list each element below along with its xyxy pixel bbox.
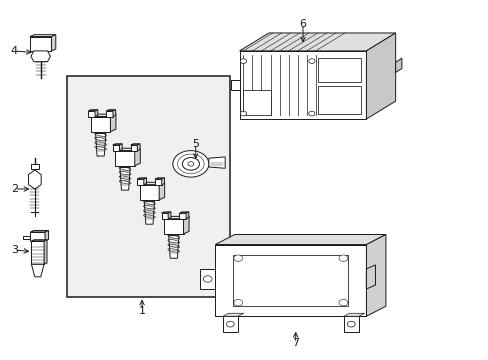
Polygon shape <box>137 144 140 150</box>
Text: 4: 4 <box>11 46 18 56</box>
Bar <box>66 76 229 297</box>
Polygon shape <box>91 117 110 132</box>
Polygon shape <box>223 316 238 332</box>
Polygon shape <box>88 111 95 117</box>
Polygon shape <box>88 110 98 111</box>
Text: 7: 7 <box>291 338 299 348</box>
Circle shape <box>233 255 242 261</box>
Polygon shape <box>366 234 385 316</box>
Polygon shape <box>243 90 271 115</box>
Polygon shape <box>120 167 130 190</box>
Polygon shape <box>113 145 119 150</box>
Polygon shape <box>115 150 135 166</box>
Polygon shape <box>137 179 143 185</box>
Polygon shape <box>223 313 244 316</box>
Polygon shape <box>44 240 47 264</box>
Polygon shape <box>168 236 179 258</box>
Polygon shape <box>215 244 366 316</box>
Circle shape <box>308 111 314 116</box>
Polygon shape <box>140 185 159 200</box>
Polygon shape <box>208 157 225 168</box>
Polygon shape <box>395 58 401 72</box>
Circle shape <box>203 276 212 282</box>
Polygon shape <box>110 114 116 132</box>
Polygon shape <box>318 86 361 114</box>
Polygon shape <box>31 51 50 62</box>
Polygon shape <box>183 216 189 234</box>
Polygon shape <box>318 58 361 82</box>
Polygon shape <box>161 213 168 219</box>
Polygon shape <box>155 178 164 179</box>
Bar <box>31 164 39 169</box>
Polygon shape <box>164 216 189 219</box>
Polygon shape <box>28 170 41 189</box>
Polygon shape <box>366 265 375 289</box>
Polygon shape <box>200 269 215 289</box>
Polygon shape <box>239 33 395 51</box>
Circle shape <box>226 321 234 327</box>
Circle shape <box>240 59 246 63</box>
Polygon shape <box>115 148 140 150</box>
Text: 3: 3 <box>11 245 18 255</box>
Polygon shape <box>161 212 171 213</box>
Circle shape <box>240 111 246 116</box>
Polygon shape <box>130 144 140 145</box>
Polygon shape <box>31 240 47 241</box>
Polygon shape <box>168 212 171 219</box>
Circle shape <box>233 300 242 306</box>
Polygon shape <box>179 213 186 219</box>
Polygon shape <box>106 110 116 111</box>
Circle shape <box>338 300 347 306</box>
Polygon shape <box>113 144 122 145</box>
Polygon shape <box>45 230 48 241</box>
Polygon shape <box>144 202 154 224</box>
Polygon shape <box>155 179 162 185</box>
Circle shape <box>346 321 354 327</box>
Polygon shape <box>31 241 44 264</box>
Circle shape <box>172 150 208 177</box>
Polygon shape <box>137 178 146 179</box>
Polygon shape <box>159 182 164 200</box>
Polygon shape <box>135 148 140 166</box>
Polygon shape <box>106 111 113 117</box>
Text: 6: 6 <box>299 19 306 29</box>
Polygon shape <box>113 110 116 117</box>
Circle shape <box>338 255 347 261</box>
Text: 2: 2 <box>11 184 18 194</box>
Polygon shape <box>343 313 364 316</box>
Polygon shape <box>366 33 395 119</box>
Polygon shape <box>143 178 146 185</box>
Polygon shape <box>215 234 385 244</box>
Polygon shape <box>343 316 358 332</box>
Polygon shape <box>30 37 51 51</box>
Polygon shape <box>23 235 30 239</box>
Polygon shape <box>51 35 56 51</box>
Polygon shape <box>30 230 48 232</box>
Polygon shape <box>179 212 188 213</box>
Circle shape <box>187 162 193 166</box>
Polygon shape <box>31 264 44 277</box>
Polygon shape <box>140 182 164 185</box>
Circle shape <box>182 158 199 170</box>
Polygon shape <box>130 145 137 150</box>
Polygon shape <box>91 114 116 117</box>
Polygon shape <box>119 144 122 150</box>
Polygon shape <box>162 178 164 185</box>
Circle shape <box>308 59 314 63</box>
Text: 1: 1 <box>138 306 145 316</box>
Polygon shape <box>230 80 239 90</box>
Polygon shape <box>164 219 183 234</box>
Polygon shape <box>30 35 56 37</box>
Polygon shape <box>186 212 188 219</box>
Polygon shape <box>95 110 98 117</box>
Text: 5: 5 <box>192 139 199 149</box>
Polygon shape <box>233 255 347 306</box>
Polygon shape <box>95 134 105 156</box>
Polygon shape <box>239 51 366 119</box>
Polygon shape <box>30 232 45 241</box>
